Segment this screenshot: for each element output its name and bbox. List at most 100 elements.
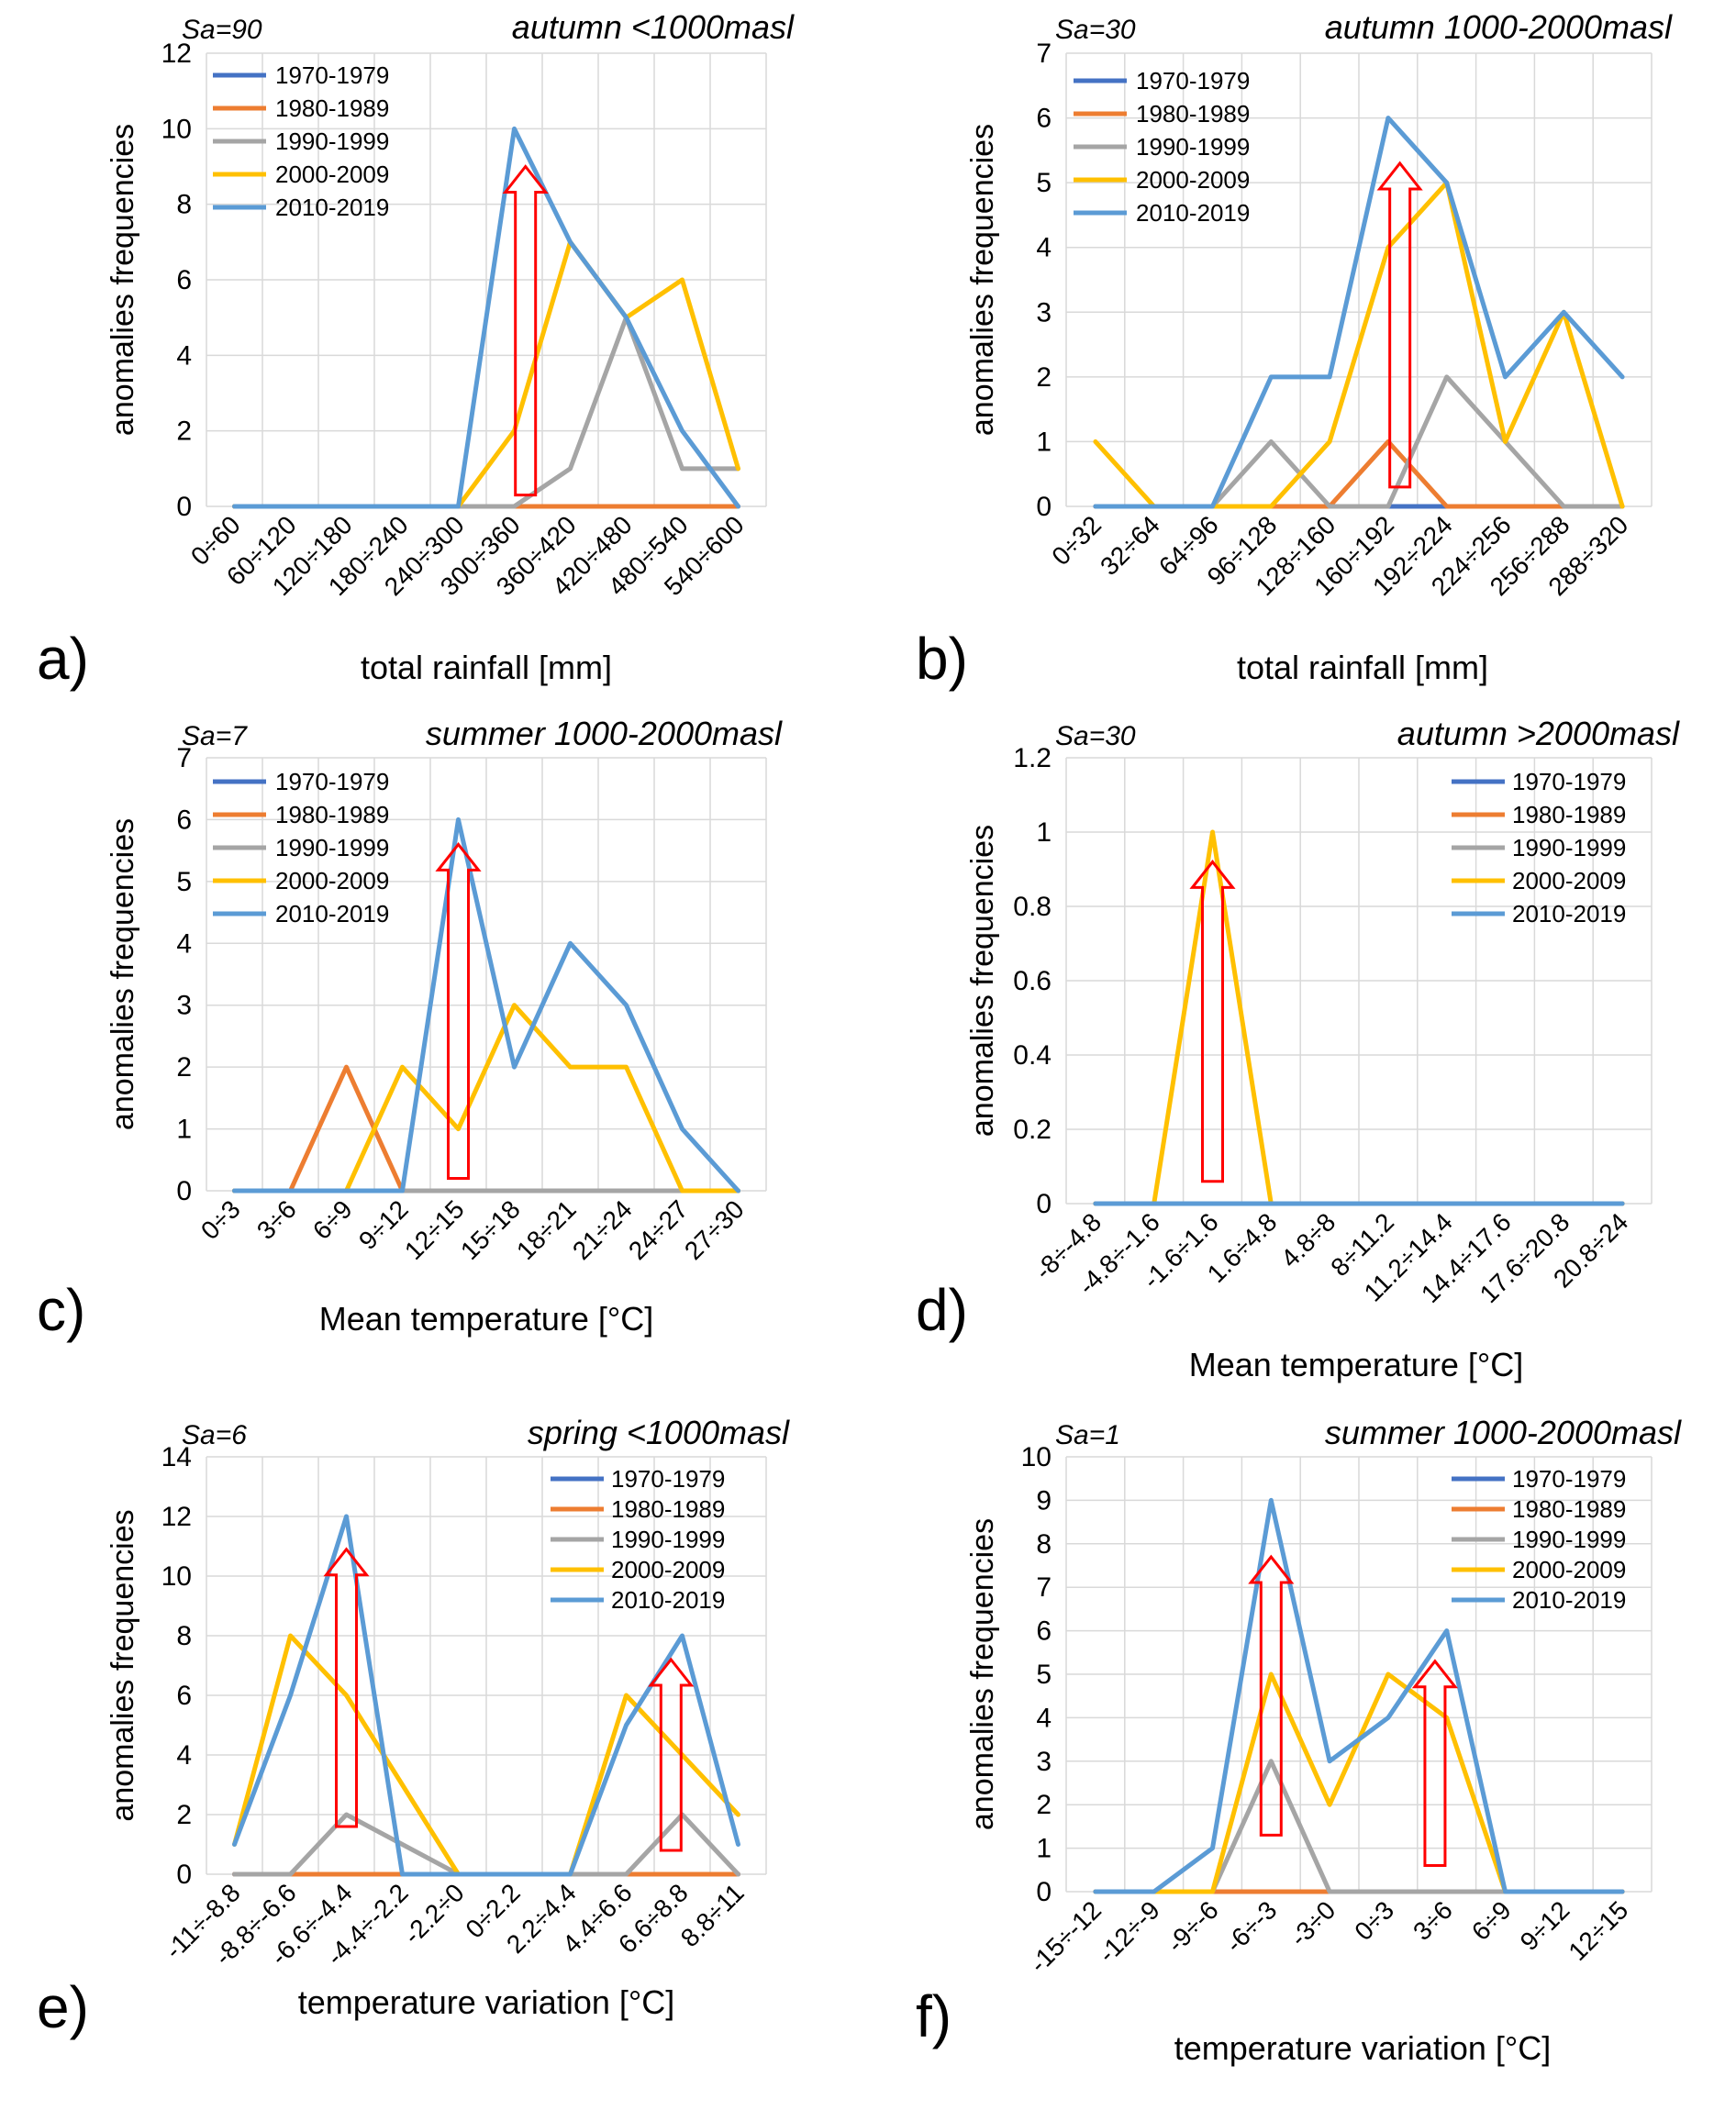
- x-tick-label: -15÷-12: [1024, 1895, 1107, 1978]
- sa-label: Sa=30: [1055, 721, 1136, 751]
- y-tick-label: 0: [176, 492, 192, 522]
- legend: 1970-19791980-19891990-19992000-20092010…: [1452, 768, 1626, 927]
- panel-label: b): [916, 626, 968, 692]
- y-tick-label: 10: [1021, 1442, 1052, 1472]
- legend-label: 1970-1979: [1512, 1465, 1626, 1493]
- y-tick-label: 14: [161, 1442, 192, 1472]
- x-tick-label: 15÷18: [455, 1194, 526, 1265]
- series-line-2010-2019: [1093, 116, 1625, 509]
- series-line-2010-2019: [232, 126, 740, 509]
- legend-label: 1970-1979: [611, 1465, 725, 1493]
- x-tick-label: 6÷9: [1466, 1895, 1517, 1946]
- legend-label: 1980-1989: [1512, 1495, 1626, 1523]
- y-tick-label: 2: [176, 416, 192, 447]
- highlight-arrow: [1248, 1554, 1295, 1837]
- x-axis-label: temperature variation [°C]: [1174, 2029, 1552, 2067]
- x-tick-label: 3÷6: [1408, 1895, 1458, 1946]
- legend-label: 2010-2019: [611, 1586, 725, 1614]
- y-axis-label: anomalies frequencies: [106, 1509, 140, 1821]
- y-tick-label: 7: [176, 743, 192, 773]
- y-tick-label: 2: [176, 1800, 192, 1830]
- sa-label: Sa=7: [182, 721, 248, 751]
- panel-title: summer 1000-2000masl: [1325, 1414, 1682, 1451]
- y-axis-label: anomalies frequencies: [106, 818, 140, 1130]
- y-tick-label: 1: [1036, 427, 1052, 457]
- chart-panel-d: 00.20.40.60.811.2-8÷-4.8-4.8÷-1.6-1.6÷1.…: [916, 715, 1680, 1383]
- y-tick-label: 6: [1036, 1616, 1052, 1647]
- y-tick-label: 12: [161, 39, 192, 69]
- x-axis-label: Mean temperature [°C]: [319, 1300, 654, 1338]
- x-tick-label: 24÷27: [623, 1194, 694, 1265]
- y-axis-label: anomalies frequencies: [965, 825, 1000, 1137]
- legend-label: 1980-1989: [275, 801, 389, 828]
- x-tick-label: 27÷30: [679, 1194, 750, 1265]
- y-tick-label: 0: [1036, 1877, 1052, 1907]
- legend-label: 1980-1989: [611, 1495, 725, 1523]
- legend-label: 2010-2019: [1512, 1586, 1626, 1614]
- chart-panel-e: 02468101214-11÷-8.8-8.8÷-6.6-6.6÷-4.4-4.…: [37, 1414, 790, 2040]
- highlight-arrow: [1189, 859, 1236, 1183]
- legend-label: 2010-2019: [1136, 199, 1250, 227]
- y-tick-label: 0: [176, 1860, 192, 1890]
- y-tick-label: 6: [176, 805, 192, 835]
- y-tick-label: 10: [161, 1561, 192, 1592]
- legend-label: 2000-2009: [1136, 166, 1250, 194]
- chart-panel-f: 0 1 2 3 4 5 6 7 8 9 10 -15÷-12-12÷-9-9÷-6-6÷-3 -3÷0 0…: [916, 1414, 1682, 2067]
- y-tick-label: 3: [176, 991, 192, 1021]
- legend-label: 1990-1999: [1512, 1526, 1626, 1553]
- legend-label: 1990-1999: [275, 834, 389, 861]
- y-tick-label: 5: [1036, 1660, 1052, 1690]
- x-tick-label: 12÷15: [399, 1194, 470, 1265]
- legend-label: 2010-2019: [275, 194, 389, 221]
- y-tick-label: 1.2: [1013, 743, 1052, 773]
- y-tick-label: 0.6: [1013, 966, 1052, 996]
- legend-label: 2000-2009: [275, 867, 389, 894]
- panel-title: autumn <1000masl: [512, 8, 795, 46]
- y-axis-label: anomalies frequencies: [965, 124, 1000, 436]
- panel-title: autumn >2000masl: [1397, 715, 1680, 752]
- panel-label: d): [916, 1277, 968, 1343]
- x-axis-label: total rainfall [mm]: [361, 649, 612, 686]
- x-axis-label: temperature variation [°C]: [298, 1983, 675, 2021]
- sa-label: Sa=30: [1055, 15, 1136, 45]
- y-tick-label: 6: [1036, 104, 1052, 134]
- x-tick-label: 32÷64: [1095, 510, 1165, 581]
- legend-label: 2010-2019: [1512, 900, 1626, 927]
- legend-label: 1980-1989: [1136, 100, 1250, 128]
- x-tick-label: 21÷24: [567, 1194, 638, 1265]
- y-tick-label: 1: [1036, 1834, 1052, 1864]
- y-tick-label: 4: [176, 340, 192, 371]
- y-axis-label: anomalies frequencies: [106, 124, 140, 436]
- x-tick-label: 6÷9: [307, 1194, 358, 1245]
- legend-label: 1980-1989: [1512, 801, 1626, 828]
- legend: 1970-19791980-19891990-19992000-20092010…: [551, 1465, 725, 1614]
- x-tick-label: -2.2÷0: [398, 1878, 470, 1949]
- x-tick-label: 18÷21: [511, 1194, 582, 1265]
- y-tick-label: 7: [1036, 39, 1052, 69]
- y-tick-label: 7: [1036, 1572, 1052, 1603]
- legend-label: 2000-2009: [1512, 1556, 1626, 1583]
- panel-title: autumn 1000-2000masl: [1325, 8, 1673, 46]
- legend-label: 2010-2019: [275, 900, 389, 927]
- legend-label: 1990-1999: [611, 1526, 725, 1553]
- y-tick-label: 4: [1036, 233, 1052, 263]
- y-tick-label: 0: [176, 1176, 192, 1206]
- x-axis-label: Mean temperature [°C]: [1189, 1346, 1524, 1383]
- series-line-2010-2019: [232, 816, 740, 1194]
- legend-label: 1970-1979: [275, 768, 389, 795]
- y-tick-label: 0.8: [1013, 892, 1052, 922]
- y-tick-label: 3: [1036, 297, 1052, 328]
- highlight-arrow: [1411, 1659, 1459, 1868]
- panel-label: c): [37, 1277, 85, 1343]
- panel-label: e): [37, 1974, 89, 2040]
- y-axis-label: anomalies frequencies: [965, 1518, 1000, 1830]
- legend: 1970-1979 1980-1989 1990-1999 2000-2009 2010…: [213, 768, 389, 927]
- legend-label: 1990-1999: [275, 128, 389, 155]
- legend-label: 1990-1999: [1136, 133, 1250, 161]
- y-tick-label: 4: [1036, 1703, 1052, 1733]
- x-tick-label: 0÷3: [195, 1194, 246, 1245]
- y-tick-label: 0: [1036, 492, 1052, 522]
